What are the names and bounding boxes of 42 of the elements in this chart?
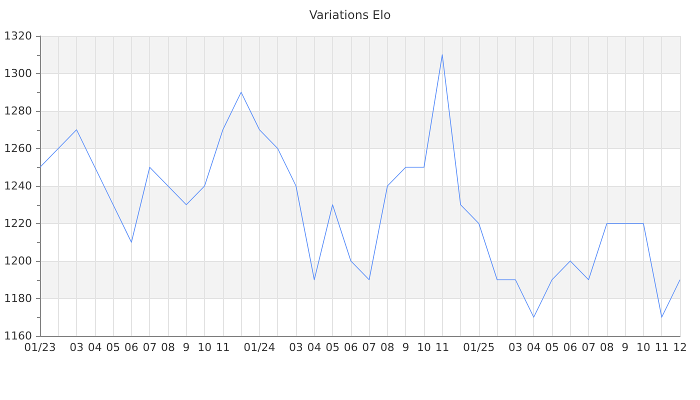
x-tick-label: 06 (563, 341, 578, 354)
x-tick-label: 04 (307, 341, 322, 354)
y-tick-label: 1300 (4, 67, 32, 80)
y-tick-label: 1160 (4, 330, 32, 342)
x-tick-label: 10 (636, 341, 650, 354)
x-tick-label: 11 (216, 341, 230, 354)
x-tick-label: 11 (654, 341, 669, 354)
x-tick-label: 12 (673, 341, 687, 354)
x-tick-label: 03 (70, 341, 84, 354)
x-tick-label: 9 (622, 341, 629, 354)
x-tick-label: 06 (344, 341, 358, 354)
line-series (40, 54, 680, 318)
x-tick-label: 9 (182, 341, 190, 354)
y-tick-label: 1280 (4, 104, 32, 118)
x-tick-label: 11 (435, 341, 450, 354)
x-tick-label: 9 (402, 341, 410, 354)
x-tick-label: 07 (582, 341, 596, 354)
x-tick-label: 01/25 (463, 341, 495, 354)
x-tick-label: 08 (380, 341, 394, 354)
x-tick-label: 03 (508, 341, 522, 354)
x-tick-label: 10 (417, 341, 431, 354)
x-tick-label: 08 (600, 341, 614, 354)
x-tick-label: 05 (545, 341, 559, 354)
x-tick-label: 01/23 (24, 341, 56, 354)
x-tick-label: 05 (106, 341, 120, 354)
x-tick-label: 04 (88, 341, 102, 354)
chart-title: Variations Elo (309, 8, 391, 22)
y-tick-label: 1240 (4, 180, 32, 192)
x-tick-label: 08 (161, 341, 175, 354)
y-tick-label: 1320 (4, 30, 32, 42)
y-tick-label: 1200 (4, 254, 32, 268)
x-tick-label: 03 (289, 341, 303, 354)
x-tick-label: 10 (198, 341, 212, 354)
y-tick-label: 1180 (4, 292, 32, 305)
x-tick-label: 01/24 (244, 341, 276, 354)
x-tick-label: 06 (124, 341, 138, 354)
y-tick-label: 1220 (4, 217, 32, 230)
x-tick-label: 07 (142, 341, 157, 354)
x-tick-label: 04 (526, 341, 541, 354)
y-tick-label: 1260 (4, 142, 32, 155)
x-tick-label: 07 (362, 341, 376, 354)
x-tick-label: 05 (326, 341, 340, 354)
